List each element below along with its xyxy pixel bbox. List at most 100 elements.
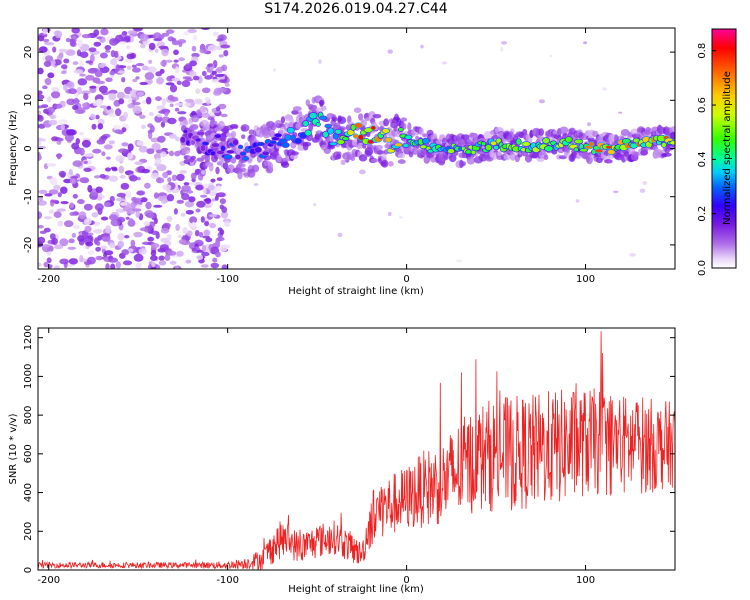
noise-blob <box>127 30 138 35</box>
noise-blob <box>215 251 221 258</box>
noise-blob <box>140 43 146 49</box>
noise-blob <box>86 232 94 236</box>
noise-blob <box>100 28 109 36</box>
noise-blob <box>54 244 63 250</box>
ridge-halo <box>209 120 218 126</box>
noise-blob <box>101 151 106 156</box>
ridge-halo <box>397 159 406 164</box>
noise-blob <box>52 46 57 53</box>
noise-blob <box>132 101 141 106</box>
ridge-halo <box>233 124 239 129</box>
noise-blob <box>93 221 101 226</box>
ridge-core <box>342 136 350 141</box>
ridge-halo <box>290 151 299 156</box>
noise-blob <box>76 86 83 95</box>
noise-blob <box>77 39 83 48</box>
noise-blob <box>57 137 64 142</box>
noise-blob <box>115 261 122 269</box>
noise-blob <box>62 84 68 91</box>
noise-blob <box>39 230 47 234</box>
noise-blob <box>114 129 123 134</box>
spectrogram-x-label: Height of straight line (km) <box>288 286 424 297</box>
noise-blob <box>38 189 48 194</box>
noise-blob <box>129 89 139 98</box>
y-tick-label: 400 <box>23 483 34 502</box>
noise-blob <box>81 90 91 95</box>
noise-blob <box>318 59 322 64</box>
noise-blob <box>199 105 206 113</box>
noise-blob <box>194 100 203 105</box>
noise-blob <box>87 184 93 193</box>
noise-blob <box>177 234 183 238</box>
ridge-halo <box>422 133 428 138</box>
ridge-core <box>394 142 403 148</box>
noise-blob <box>135 262 142 269</box>
noise-blob <box>61 64 68 70</box>
ridge-core <box>319 115 328 121</box>
noise-blob <box>84 225 92 233</box>
noise-blob <box>63 178 72 184</box>
noise-blob <box>117 70 125 74</box>
noise-blob <box>94 70 103 78</box>
ridge-halo <box>208 162 214 172</box>
noise-blob <box>161 98 166 106</box>
noise-blob <box>191 45 197 52</box>
ridge-core <box>179 136 186 144</box>
noise-blob <box>166 194 175 202</box>
noise-blob <box>176 173 185 182</box>
noise-blob <box>176 250 184 257</box>
noise-blob <box>192 35 198 41</box>
colorbar: 0.0 0.2 0.4 0.6 0.8 Normalized spectral ampl… <box>697 28 737 276</box>
noise-blob <box>38 67 44 75</box>
noise-blob <box>133 28 143 32</box>
y-tick-label: 1200 <box>23 325 34 350</box>
noise-blob <box>210 178 216 183</box>
noise-blob <box>146 148 155 155</box>
ridge-core <box>465 149 472 155</box>
noise-blob <box>84 153 95 157</box>
noise-blob <box>202 187 207 195</box>
ridge-core <box>493 145 500 151</box>
y-tick-label: 1000 <box>23 364 34 389</box>
noise-blob <box>69 202 75 209</box>
noise-blob <box>148 42 156 51</box>
noise-blob <box>54 265 60 269</box>
ridge-halo <box>189 157 195 163</box>
noise-blob <box>160 227 170 234</box>
ridge-halo <box>565 148 570 153</box>
noise-blob <box>253 183 259 186</box>
colorbar-label: Normalized spectral amplitude <box>722 71 733 225</box>
ridge-halo <box>290 154 299 160</box>
noise-blob <box>629 253 636 257</box>
noise-blob <box>38 262 42 267</box>
noise-blob <box>79 255 84 263</box>
noise-blob <box>205 237 213 243</box>
ridge-core <box>220 145 226 152</box>
ridge-halo <box>240 124 250 132</box>
noise-blob <box>156 114 162 118</box>
noise-blob <box>132 67 141 73</box>
noise-blob <box>501 41 508 45</box>
noise-blob <box>220 44 231 49</box>
noise-blob <box>67 246 77 250</box>
noise-blob <box>200 264 209 268</box>
ridge-core <box>237 144 244 150</box>
noise-blob <box>136 190 145 196</box>
noise-blob <box>53 211 62 219</box>
noise-blob <box>73 97 80 106</box>
noise-blob <box>153 38 163 42</box>
noise-blob <box>575 199 580 203</box>
chart-title: S174.2026.019.04.27.C44 <box>264 1 448 17</box>
noise-blob <box>150 249 157 257</box>
ridge-core <box>354 122 363 129</box>
ridge-core <box>521 141 531 147</box>
noise-blob <box>140 197 148 203</box>
noise-blob <box>147 80 153 84</box>
ridge-core <box>327 127 335 135</box>
noise-blob <box>150 255 158 261</box>
ridge-halo <box>319 99 325 106</box>
noise-blob <box>500 47 504 52</box>
ridge-halo <box>381 159 389 168</box>
noise-blob <box>387 49 393 54</box>
